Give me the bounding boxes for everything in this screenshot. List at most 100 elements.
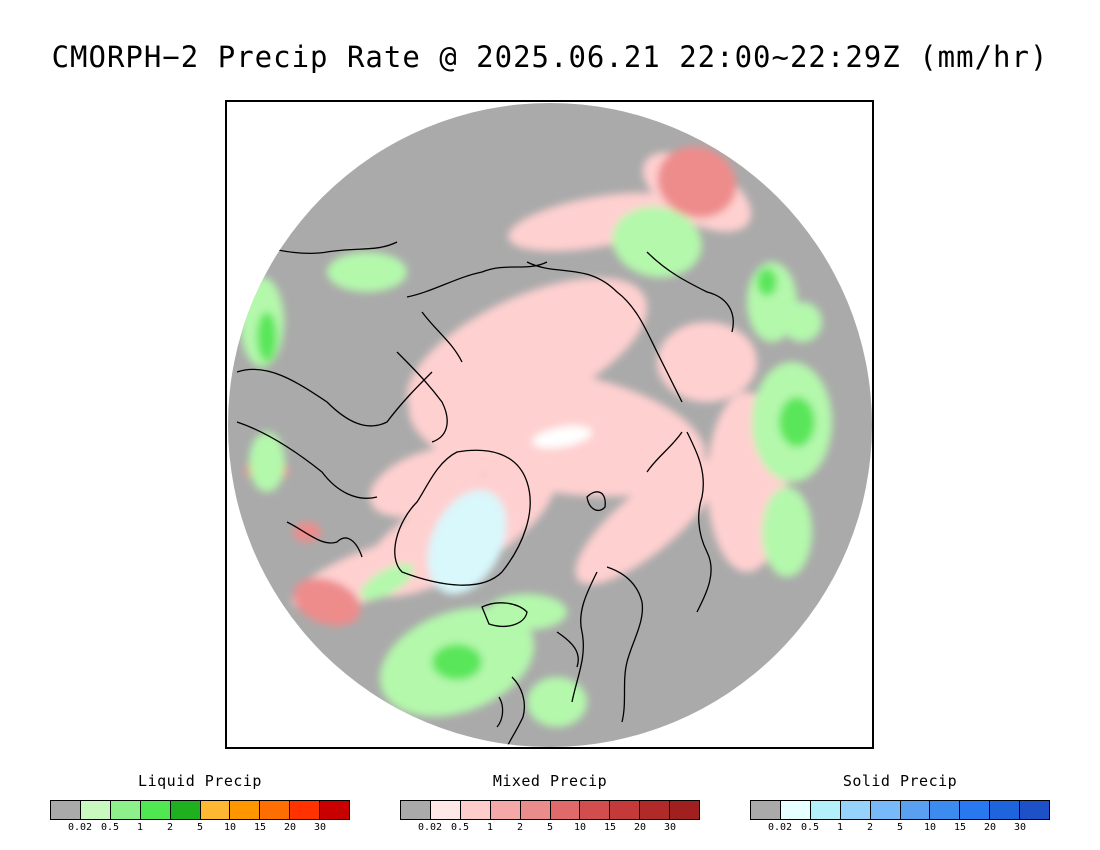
legend-ticks: 0.02 0.5 1 2 5 10 15 20 30 [400, 820, 700, 836]
legend-tick-label: 15 [253, 822, 267, 833]
legend-ticks: 0.02 0.5 1 2 5 10 15 20 30 [50, 820, 350, 836]
legend-mixed-precip: Mixed Precip 0.02 0.5 1 2 5 10 15 20 30 [400, 770, 700, 836]
legend-swatch [751, 801, 781, 819]
mixed-precip-core [293, 578, 361, 626]
legend-swatch [930, 801, 961, 819]
legend-swatch [870, 801, 901, 819]
legend-tick-label: 30 [1013, 822, 1027, 833]
liquid-precip-area [327, 252, 407, 292]
coastline-segment [556, 631, 579, 668]
legend-swatch [401, 801, 431, 819]
legend-tick-label: 5 [196, 822, 204, 833]
legend-swatch [1020, 801, 1050, 819]
legend-swatch [990, 801, 1021, 819]
legend-color-bar [400, 800, 700, 820]
liquid-precip-core [432, 644, 482, 680]
coastline-segment [646, 431, 683, 473]
legend-tick-label: 1 [836, 822, 844, 833]
liquid-precip-core [779, 397, 815, 447]
legend-solid-precip: Solid Precip 0.02 0.5 1 2 5 10 15 20 30 [750, 770, 1050, 836]
legend-tick-label: 30 [663, 822, 677, 833]
legend-swatch [230, 801, 261, 819]
legend-swatch [200, 801, 231, 819]
pole-no-data-wedge [532, 425, 592, 449]
legend-tick-label: 2 [516, 822, 524, 833]
legend-title: Mixed Precip [492, 772, 608, 790]
coastline-segment [586, 491, 606, 511]
legend-tick-label: 20 [633, 822, 647, 833]
legend-tick-label: 30 [313, 822, 327, 833]
legend-tick-label: 0.02 [767, 822, 793, 833]
mixed-precip-core [657, 146, 737, 218]
liquid-precip-area [360, 563, 414, 601]
coastline-segment [236, 421, 378, 499]
legend-color-bar [750, 800, 1050, 820]
legend-tick-label: 1 [136, 822, 144, 833]
coastline-segment [236, 368, 433, 427]
liquid-precip-area [612, 206, 702, 278]
legend-tick-label: 5 [546, 822, 554, 833]
coastline-segment [421, 311, 463, 363]
legend-tick-label: 20 [983, 822, 997, 833]
legend-swatch [670, 801, 700, 819]
legend-tick-label: 20 [283, 822, 297, 833]
liquid-precip-core [257, 312, 277, 362]
mixed-precip-area [369, 447, 485, 517]
legend-tick-label: 0.02 [417, 822, 443, 833]
legend-swatch [490, 801, 521, 819]
coastline-segment [396, 351, 448, 443]
legend-title: Solid Precip [842, 772, 958, 790]
legend-tick-label: 15 [603, 822, 617, 833]
solid-precip-area [427, 490, 507, 594]
coastline-segment [394, 449, 531, 586]
legend-tick-label: 0.5 [800, 822, 820, 833]
legend-swatch [140, 801, 171, 819]
legend-tick-label: 2 [166, 822, 174, 833]
legend-liquid-precip: Liquid Precip 0.02 0.5 1 2 5 10 15 20 30 [50, 770, 350, 836]
legend-swatch [290, 801, 321, 819]
coastline-segment [506, 676, 526, 747]
legend-ticks: 0.02 0.5 1 2 5 10 15 20 30 [750, 820, 1050, 836]
liquid-precip-area [249, 432, 285, 492]
legend-swatch [840, 801, 871, 819]
legend-tick-label: 10 [223, 822, 237, 833]
legend-tick-label: 0.5 [100, 822, 120, 833]
legend-swatch [170, 801, 201, 819]
legend-swatch [550, 801, 581, 819]
coastline-segment [606, 566, 644, 723]
legend-swatch [520, 801, 551, 819]
mixed-precip-area [575, 459, 719, 585]
liquid-precip-area [762, 487, 812, 577]
legend-swatch [810, 801, 841, 819]
legend-swatch [960, 801, 991, 819]
precip-map-svg [227, 102, 872, 747]
legend-tick-label: 2 [866, 822, 874, 833]
coastline-segment [686, 431, 712, 613]
legend-swatch [900, 801, 931, 819]
legend-title: Liquid Precip [138, 772, 262, 790]
coastline-segment [286, 521, 363, 558]
mixed-precip-area [657, 322, 757, 402]
coastline-segment [646, 251, 734, 333]
liquid-precip-core [757, 268, 777, 296]
legend-swatch [110, 801, 141, 819]
legend-swatch [320, 801, 350, 819]
liquid-precip-area [782, 302, 822, 342]
legend-swatch [460, 801, 491, 819]
legend-swatch [51, 801, 81, 819]
legend-tick-label: 0.02 [67, 822, 93, 833]
legend-tick-label: 10 [923, 822, 937, 833]
legend-tick-label: 10 [573, 822, 587, 833]
legend-swatch [580, 801, 611, 819]
legend-swatch [780, 801, 811, 819]
map-title: CMORPH−2 Precip Rate @ 2025.06.21 22:00~… [51, 40, 1049, 74]
legend-tick-label: 5 [896, 822, 904, 833]
coastline-segment [406, 261, 548, 298]
coastline-segment [526, 261, 683, 403]
legend-tick-label: 15 [953, 822, 967, 833]
legend-tick-label: 1 [486, 822, 494, 833]
legend-swatch [80, 801, 111, 819]
polar-map [225, 100, 874, 749]
legend-swatch [640, 801, 671, 819]
legend-tick-label: 0.5 [450, 822, 470, 833]
